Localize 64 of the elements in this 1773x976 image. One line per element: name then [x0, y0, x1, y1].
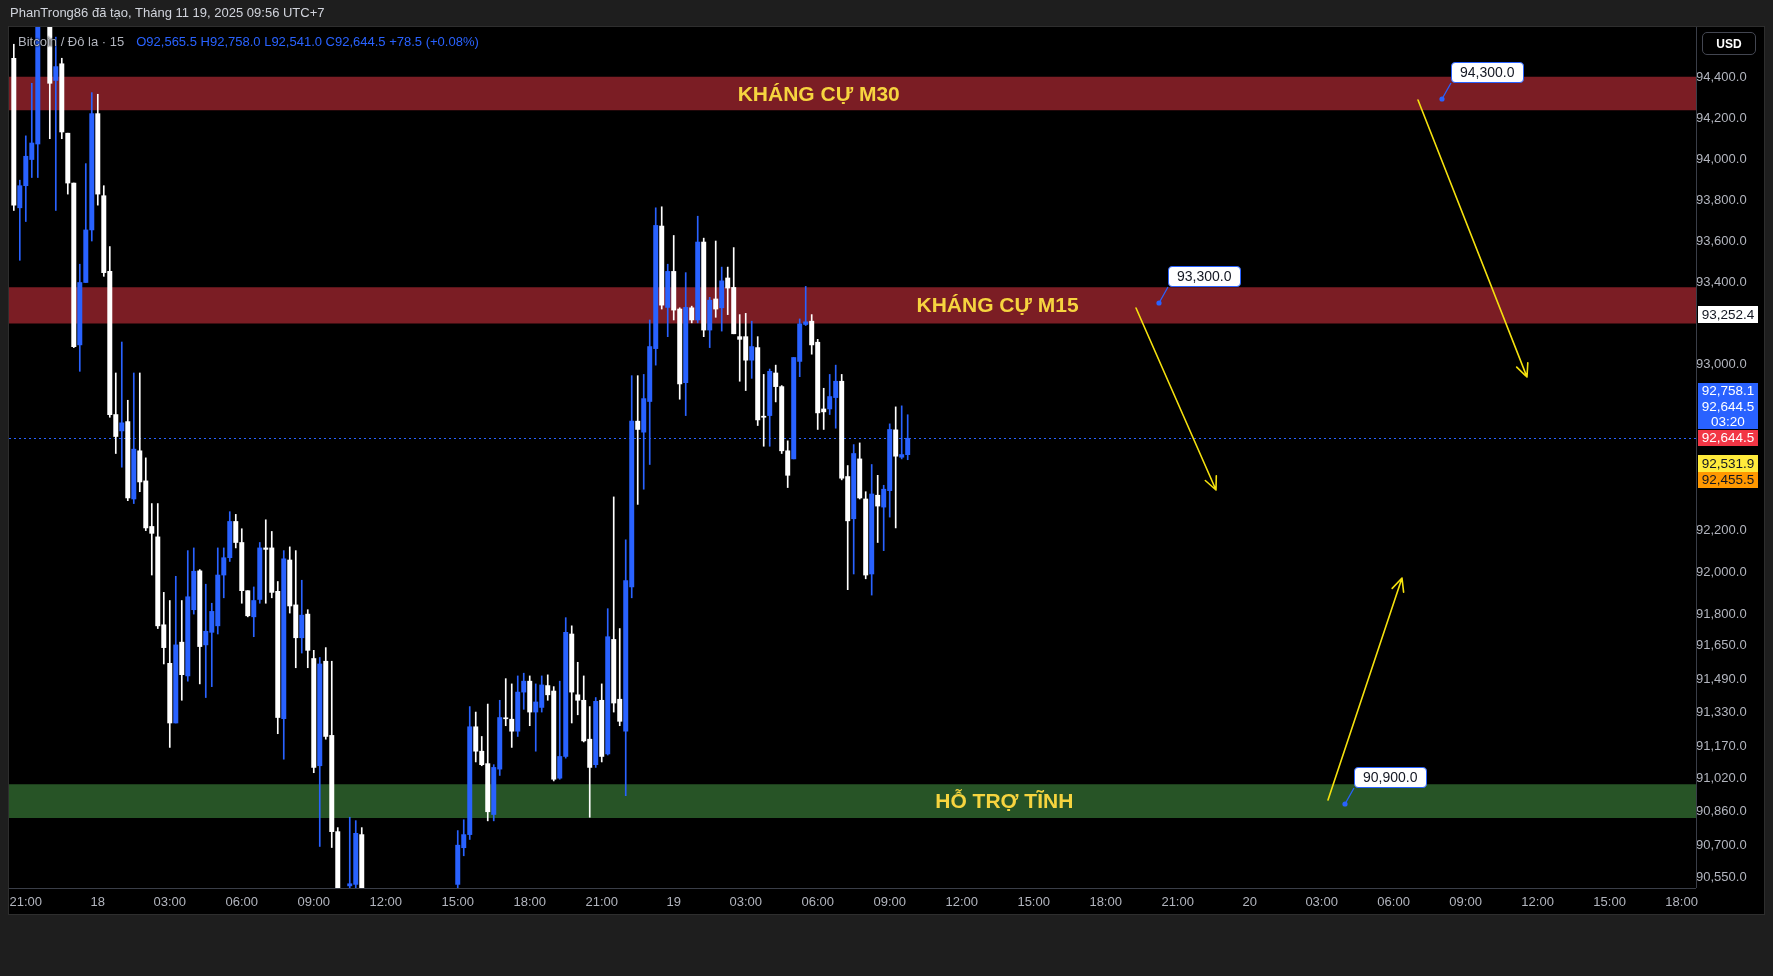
ref-line-label: 92,644.5 — [1698, 430, 1758, 447]
text: 92,644.5 03:20 — [1698, 399, 1758, 429]
candlestick — [509, 683, 515, 748]
y-tick-label: 90,700.0 — [1696, 837, 1747, 853]
annotation: O92,565.5 H92,758.0 L92,541.0 C92,644.5 +78.5 (+0.08%) — [136, 34, 479, 49]
x-tick-label: 09:00 — [297, 894, 331, 910]
text: 92,758.1 — [1698, 383, 1758, 399]
x-tick-label: 06:00 — [1377, 894, 1410, 910]
x-tick-label: 18:00 — [513, 894, 547, 910]
x-tick-label: 12:00 — [369, 894, 403, 910]
y-tick-label: 91,650.0 — [1696, 637, 1747, 653]
y-axis-title: USD — [1702, 32, 1756, 55]
x-tick-label: 18:00 — [1665, 894, 1698, 910]
y-tick-label: 94,200.0 — [1696, 110, 1747, 126]
band-label: KHÁNG CỰ M30 — [737, 81, 900, 106]
text: 92,455.5 — [1698, 472, 1758, 488]
x-tick-label: 03:00 — [153, 894, 187, 910]
annotation: 90,900.0 — [1354, 767, 1427, 788]
candlestick — [713, 240, 719, 318]
x-tick-label: 18 — [90, 894, 106, 910]
y-tick-label: 90,860.0 — [1696, 803, 1747, 819]
y-tick-label: 93,600.0 — [1696, 232, 1747, 248]
x-tick-label: 19 — [666, 894, 681, 910]
x-tick-label: 03:00 — [1305, 894, 1338, 910]
y-tick-label: 91,170.0 — [1696, 737, 1747, 753]
candlestick — [893, 406, 899, 529]
candlestick — [875, 474, 881, 543]
x-tick-label: 12:00 — [1521, 894, 1554, 910]
chart-title: PhanTrong86 đã tạo, Tháng 11 19, 2025 09:56 UTC+7 — [10, 5, 325, 21]
candlestick — [503, 678, 509, 727]
x-tick-label: 06:00 — [225, 894, 259, 910]
y-tick-label: 94,000.0 — [1696, 150, 1747, 166]
x-tick-label: 12:00 — [945, 894, 978, 910]
y-tick-label: 93,400.0 — [1696, 273, 1747, 289]
text: 92,531.9 — [1698, 455, 1758, 472]
annotation: 93,300.0 — [1168, 266, 1241, 287]
y-tick-label: 91,800.0 — [1696, 605, 1747, 621]
x-tick-label: 03:00 — [729, 894, 762, 910]
x-tick-label: 21:00 — [9, 894, 43, 910]
y-tick-label: 93,800.0 — [1696, 191, 1747, 207]
x-tick-label: 15:00 — [441, 894, 475, 910]
candlestick — [749, 320, 755, 379]
x-tick-label: 15:00 — [1017, 894, 1050, 910]
band-label: HỖ TRỢ TĨNH — [935, 789, 1074, 814]
y-tick-label: 92,000.0 — [1696, 563, 1747, 579]
x-tick-label: 21:00 — [1161, 894, 1194, 910]
y-tick-label: 91,330.0 — [1696, 704, 1747, 720]
x-tick-label: 06:00 — [801, 894, 834, 910]
annotation: 94,300.0 — [1451, 62, 1524, 83]
x-tick-label: 18:00 — [1089, 894, 1122, 910]
y-tick-label: 93,000.0 — [1696, 356, 1747, 372]
y-tick-label: 91,490.0 — [1696, 670, 1747, 686]
band-label: KHÁNG CỰ M15 — [916, 293, 1079, 318]
x-tick-label: 20 — [1242, 894, 1257, 910]
y-tick-label: 90,550.0 — [1696, 868, 1747, 884]
x-tick-label: 21:00 — [585, 894, 618, 910]
y-tick-label: 94,400.0 — [1696, 69, 1747, 85]
y-tick-label: 92,200.0 — [1696, 522, 1747, 538]
x-tick-label: 15:00 — [1593, 894, 1626, 910]
candlestick — [635, 375, 641, 505]
y-tick-label: 91,020.0 — [1696, 769, 1747, 785]
x-tick-label: 09:00 — [873, 894, 906, 910]
x-tick-label: 09:00 — [1449, 894, 1482, 910]
text: 93,252.4 — [1698, 306, 1758, 323]
